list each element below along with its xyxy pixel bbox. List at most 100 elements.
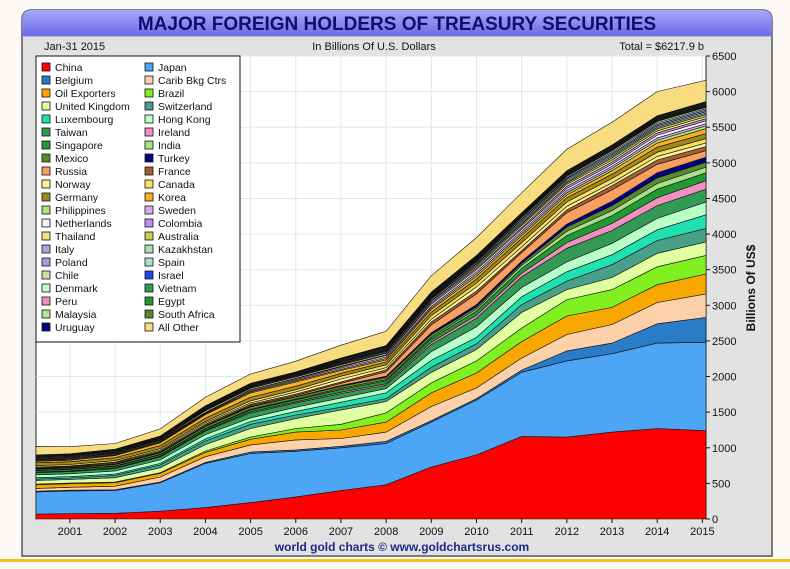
y-tick-label: 6500: [712, 51, 736, 63]
legend-swatch: [41, 322, 51, 332]
legend-label: Luxembourg: [55, 114, 114, 126]
legend-swatch: [144, 101, 154, 111]
x-tick-label: 2008: [374, 526, 398, 538]
legend-item: Canada: [144, 179, 195, 191]
legend-swatch: [144, 75, 154, 85]
legend-item: United Kingdom: [41, 101, 130, 113]
y-tick-label: 2500: [712, 336, 736, 348]
y-tick-label: 3500: [712, 265, 736, 277]
y-tick-label: 5000: [712, 158, 736, 170]
y-tick-label: 4500: [712, 193, 736, 205]
legend-swatch: [41, 244, 51, 254]
legend-swatch: [144, 244, 154, 254]
legend-swatch: [144, 322, 154, 332]
legend-label: Vietnam: [158, 283, 197, 295]
legend-label: Switzerland: [158, 101, 212, 113]
legend-swatch: [41, 270, 51, 280]
legend-swatch: [41, 231, 51, 241]
y-tick-label: 6000: [712, 87, 736, 99]
y-tick-label: 1500: [712, 407, 736, 419]
legend-label: Korea: [158, 192, 186, 204]
legend-item: China: [41, 62, 83, 74]
area-all-other: [35, 79, 707, 456]
legend-swatch: [41, 192, 51, 202]
legend-label: Spain: [158, 257, 185, 269]
legend-item: Turkey: [144, 153, 190, 165]
legend-item: Oil Exporters: [41, 88, 116, 100]
legend-label: Australia: [158, 231, 199, 243]
legend-label: Peru: [55, 296, 77, 308]
x-tick-label: 2014: [645, 526, 669, 538]
legend-label: Brazil: [158, 88, 184, 100]
legend-item: Netherlands: [41, 218, 112, 230]
legend-item: Chile: [41, 270, 79, 282]
date-label: Jan-31 2015: [44, 41, 105, 53]
legend-label: Thailand: [55, 231, 95, 243]
legend-label: Israel: [158, 270, 184, 282]
x-tick-label: 2010: [464, 526, 488, 538]
y-tick-label: 4000: [712, 229, 736, 241]
legend-swatch: [144, 140, 154, 150]
legend-swatch: [41, 127, 51, 137]
legend-swatch: [144, 257, 154, 267]
legend-swatch: [41, 75, 51, 85]
legend-label: All Other: [158, 322, 199, 334]
legend-label: Malaysia: [55, 309, 97, 321]
y-axis: 0 500 1000 1500 2000 2500 3000 3500 4000 4500 5000…: [706, 51, 736, 526]
legend-label: Oil Exporters: [55, 88, 116, 100]
legend-swatch: [144, 296, 154, 306]
legend-swatch: [144, 153, 154, 163]
legend-item: Sweden: [144, 205, 196, 217]
legend-label: Sweden: [158, 205, 196, 217]
legend-swatch: [144, 127, 154, 137]
legend-item: Korea: [144, 192, 186, 204]
x-tick-label: 2003: [148, 526, 172, 538]
total-label: Total = $6217.9 b: [619, 41, 704, 53]
x-tick-label: 2002: [103, 526, 127, 538]
legend-label: Norway: [55, 179, 91, 191]
legend-item: Spain: [144, 257, 185, 269]
footer-credit: world gold charts © www.goldchartsrus.co…: [274, 540, 529, 554]
legend-item: Taiwan: [41, 127, 88, 139]
legend-swatch: [144, 283, 154, 293]
legend-label: Uruguay: [55, 322, 95, 334]
legend-item: Israel: [144, 270, 184, 282]
legend-label: Mexico: [55, 153, 88, 165]
legend-swatch: [41, 218, 51, 228]
legend-swatch: [144, 192, 154, 202]
x-tick-label: 2011: [510, 526, 534, 538]
legend-item: Denmark: [41, 283, 98, 295]
legend-swatch: [41, 205, 51, 215]
y-tick-label: 3000: [712, 300, 736, 312]
x-tick-label: 2007: [329, 526, 353, 538]
legend-item: Russia: [41, 166, 87, 178]
legend-label: Taiwan: [55, 127, 88, 139]
units-label: In Billions Of U.S. Dollars: [312, 41, 436, 53]
legend-label: South Africa: [158, 309, 215, 321]
y-axis-label: Billions Of US$: [744, 244, 758, 331]
legend-item: Belgium: [41, 75, 93, 87]
legend-label: Egypt: [158, 296, 185, 308]
y-tick-label: 1000: [712, 443, 736, 455]
legend-swatch: [41, 140, 51, 150]
legend-label: United Kingdom: [55, 101, 130, 113]
legend-swatch: [144, 62, 154, 72]
legend-label: Kazakhstan: [158, 244, 213, 256]
legend-item: Norway: [41, 179, 91, 191]
legend-item: Peru: [41, 296, 77, 308]
legend-item: All Other: [144, 322, 199, 334]
legend-item: Uruguay: [41, 322, 95, 334]
legend-item: Poland: [41, 257, 88, 269]
legend-swatch: [41, 101, 51, 111]
legend-swatch: [41, 257, 51, 267]
legend-swatch: [41, 114, 51, 124]
legend-swatch: [144, 179, 154, 189]
x-tick-label: 2004: [193, 526, 217, 538]
legend-item: Switzerland: [144, 101, 212, 113]
legend-label: China: [55, 62, 83, 74]
bottom-rule: [0, 559, 790, 562]
legend-swatch: [41, 283, 51, 293]
legend-item: India: [144, 140, 181, 152]
legend-swatch: [41, 166, 51, 176]
